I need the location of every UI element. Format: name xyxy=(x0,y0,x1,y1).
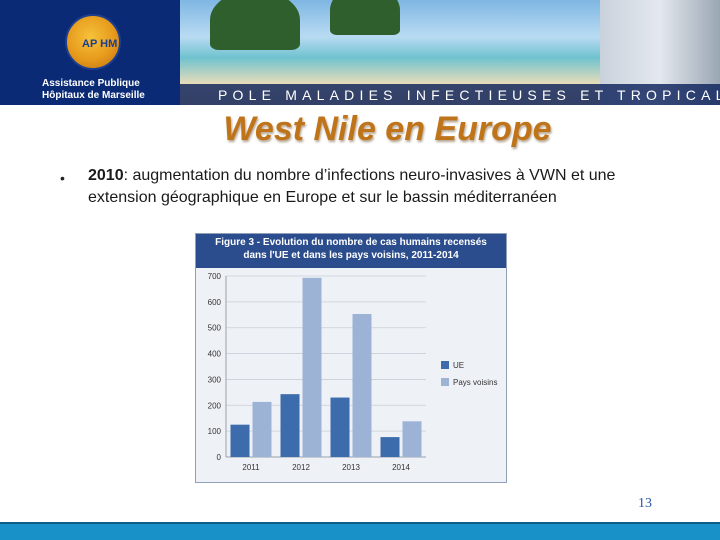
chart-title: Figure 3 - Evolution du nombre de cas hu… xyxy=(215,237,487,248)
y-tick-label: 100 xyxy=(208,427,222,436)
aphm-logo-icon xyxy=(65,14,121,70)
y-tick-label: 300 xyxy=(208,375,222,384)
chart-header: Figure 3 - Evolution du nombre de cas hu… xyxy=(196,234,506,268)
x-tick-label: 2012 xyxy=(292,463,310,472)
bullet-text: 2010: augmentation du nombre d’infection… xyxy=(88,165,688,209)
palm-shape xyxy=(210,0,300,50)
org-name-line1: Assistance Publique xyxy=(42,78,140,89)
palm-shape xyxy=(330,0,400,35)
department-title: POLE MALADIES INFECTIEUSES ET TROPICALES xyxy=(218,87,720,103)
y-tick-label: 200 xyxy=(208,401,222,410)
bar-pays-voisins-2012 xyxy=(302,277,322,457)
y-tick-label: 700 xyxy=(208,272,222,281)
header-banner: AP HM Assistance Publique Hôpitaux de Ma… xyxy=(0,0,720,105)
bar-pays-voisins-2014 xyxy=(402,421,422,457)
chart-subtitle: dans l'UE et dans les pays voisins, 2011… xyxy=(243,250,459,261)
y-tick-label: 600 xyxy=(208,298,222,307)
page-number: 13 xyxy=(638,496,652,511)
bar-ue-2014 xyxy=(380,437,400,457)
legend-swatch xyxy=(441,361,449,369)
y-tick-label: 500 xyxy=(208,324,222,333)
bullet-body: : augmentation du nombre d’infections ne… xyxy=(88,167,616,206)
x-tick-label: 2013 xyxy=(342,463,360,472)
bar-chart: 0 100 200 300 400 500 600 700 2011 2012 2013 2014 UE… xyxy=(208,272,498,472)
legend-label: UE xyxy=(453,361,464,370)
bar-ue-2013 xyxy=(330,397,350,457)
slide-title: West Nile en Europe xyxy=(223,110,552,148)
bullet-icon: • xyxy=(60,170,65,186)
x-tick-label: 2011 xyxy=(242,463,260,472)
bar-ue-2012 xyxy=(280,394,300,457)
y-tick-label: 0 xyxy=(217,453,222,462)
legend-swatch xyxy=(441,378,449,386)
logo-text: AP HM xyxy=(82,38,118,50)
legend-label: Pays voisins xyxy=(453,378,497,387)
banner-strip xyxy=(180,84,720,105)
bullet-year: 2010 xyxy=(88,167,124,184)
org-name-line2: Hôpitaux de Marseille xyxy=(42,90,145,101)
x-tick-label: 2014 xyxy=(392,463,410,472)
chart-figure: Figure 3 - Evolution du nombre de cas hu… xyxy=(195,233,507,483)
bar-pays-voisins-2011 xyxy=(252,401,272,457)
footer-bar xyxy=(0,522,720,540)
bar-pays-voisins-2013 xyxy=(352,314,372,457)
bar-ue-2011 xyxy=(230,424,250,457)
aphm-logo-block: AP HM Assistance Publique Hôpitaux de Ma… xyxy=(0,0,180,105)
y-tick-label: 400 xyxy=(208,350,222,359)
